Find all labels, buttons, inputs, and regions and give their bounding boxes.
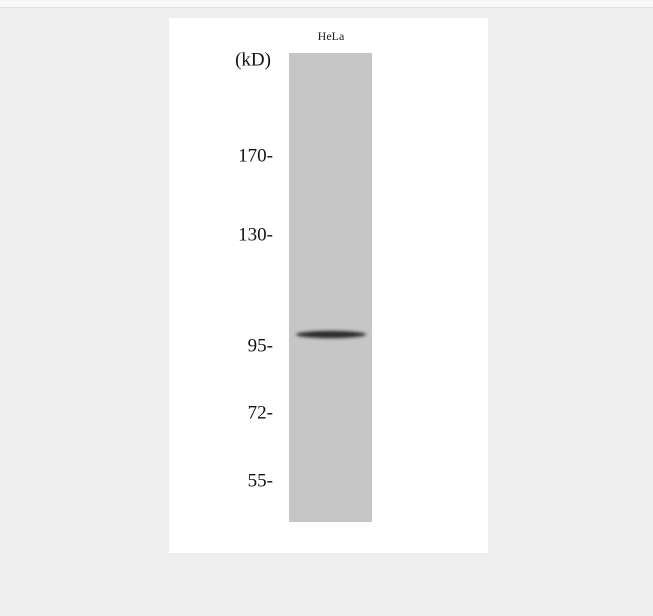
lane (289, 53, 372, 522)
marker-label: 170- (238, 145, 273, 166)
unit-label: (kD) (235, 49, 271, 70)
top-strip (0, 0, 653, 7)
marker-label: 55- (248, 470, 273, 491)
marker-label: 72- (248, 402, 273, 423)
marker-label: 130- (238, 224, 273, 245)
band (296, 330, 366, 339)
marker-label: 95- (248, 335, 273, 356)
markers: 170- 130- 95- 72- 55- (238, 145, 273, 491)
lane-label: HeLa (318, 29, 345, 43)
